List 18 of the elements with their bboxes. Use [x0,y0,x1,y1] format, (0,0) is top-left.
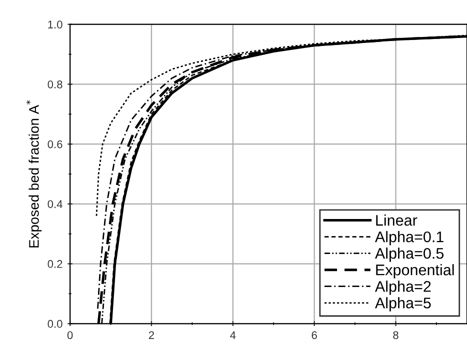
x-tick-label: 2 [148,331,154,339]
x-tick-label: 4 [230,331,236,339]
legend-label: Alpha=5 [374,297,431,312]
x-tick-label: 0 [67,331,73,340]
legend-label: Linear [376,214,418,226]
y-axis-title: Exposed bed fraction A$^{*}$ [26,100,42,248]
x-tick-label: 8 [393,331,398,340]
legend-label: Alpha=0.1 [374,231,444,246]
x-tick-label: 6 [312,331,317,340]
y-tick-label: 1.0 [48,20,62,28]
legend-label: Exponential [376,264,454,278]
y-tick-label: 0.4 [48,200,62,208]
legend-label: Alpha=2 [374,280,431,295]
y-tick-label: 0.2 [48,260,62,268]
y-tick-label: 0.6 [48,140,62,148]
y-tick-label: 0.0 [48,320,62,328]
y-tick-label: 0.8 [48,80,62,88]
legend-label: Alpha=0.5 [374,248,444,262]
